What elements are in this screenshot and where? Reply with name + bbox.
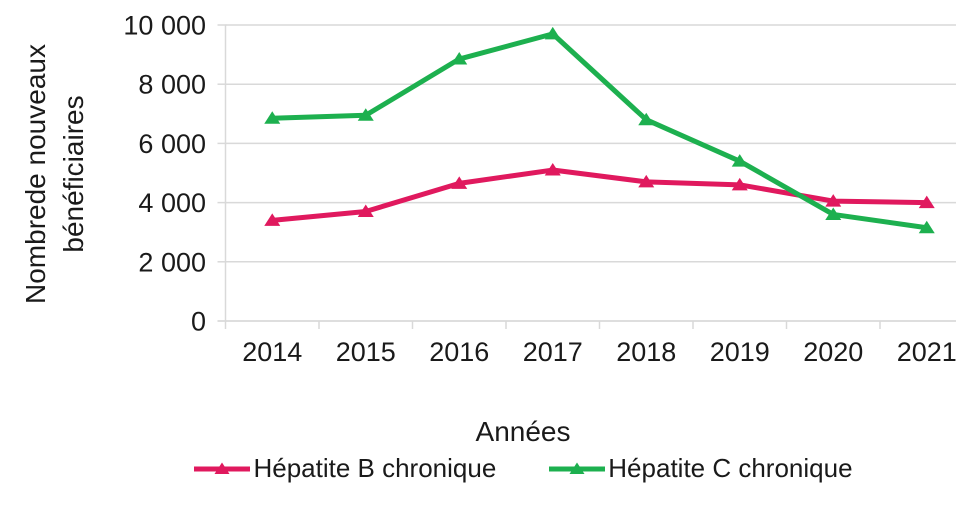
x-axis-title: Années: [475, 416, 571, 447]
x-tick-label: 2018: [616, 337, 676, 367]
x-tick-label: 2020: [803, 337, 863, 367]
x-tick-label: 2019: [710, 337, 770, 367]
series-marker-hepatite-c-2014: [264, 111, 281, 124]
x-tick-label: 2014: [242, 337, 302, 367]
series-marker-hepatite-b-2016: [451, 176, 468, 189]
y-tick-label: 6 000: [138, 129, 206, 159]
triangle-marker-line-icon: [549, 462, 606, 474]
series-marker-hepatite-c-2020: [825, 207, 842, 220]
y-tick-label: 2 000: [138, 247, 206, 277]
series-marker-hepatite-b-2020: [825, 194, 842, 207]
legend: Hépatite B chronique Hépatite C chroniqu…: [90, 453, 956, 484]
series-marker-hepatite-c-2018: [638, 112, 655, 126]
series-marker-hepatite-c-2019: [731, 154, 748, 167]
x-tick-label: 2017: [523, 337, 583, 367]
y-tick-label: 10 000: [123, 11, 206, 41]
series-marker-hepatite-b-2021: [918, 195, 935, 209]
legend-label-hepatite-c: Hépatite C chronique: [608, 453, 853, 483]
series-marker-hepatite-b-2017: [544, 163, 561, 176]
x-tick-label: 2015: [336, 337, 396, 367]
series-marker-hepatite-b-2014: [264, 213, 281, 226]
series-line-hepatite-c: [269, 31, 930, 231]
series-marker-hepatite-b-2019: [731, 177, 748, 191]
y-tick-label: 0: [191, 307, 206, 337]
legend-label-hepatite-b: Hépatite B chronique: [253, 453, 497, 483]
legend-item-hepatite-c: Hépatite C chronique: [548, 453, 853, 484]
series-marker-hepatite-b-2015: [357, 204, 374, 217]
y-tick-label: 4 000: [138, 188, 206, 218]
x-tick-label: 2021: [897, 337, 956, 367]
legend-item-hepatite-b: Hépatite B chronique: [193, 453, 496, 484]
series-marker-hepatite-c-2015: [357, 108, 374, 121]
y-tick-label: 8 000: [138, 70, 206, 100]
series-marker-hepatite-b-2018: [638, 174, 655, 188]
series-marker-hepatite-c-2016: [451, 52, 468, 65]
triangle-marker-line-icon: [194, 462, 251, 474]
line-chart-plot: 0 2 000 4 000 6 000 8 000 10 000 2014 2015 2016 2…: [123, 11, 956, 367]
x-tick-label: 2016: [429, 337, 489, 367]
series-marker-hepatite-c-2021: [918, 220, 935, 234]
series-marker-hepatite-c-2017: [544, 26, 561, 40]
series-line-hepatite-b: [269, 167, 930, 223]
